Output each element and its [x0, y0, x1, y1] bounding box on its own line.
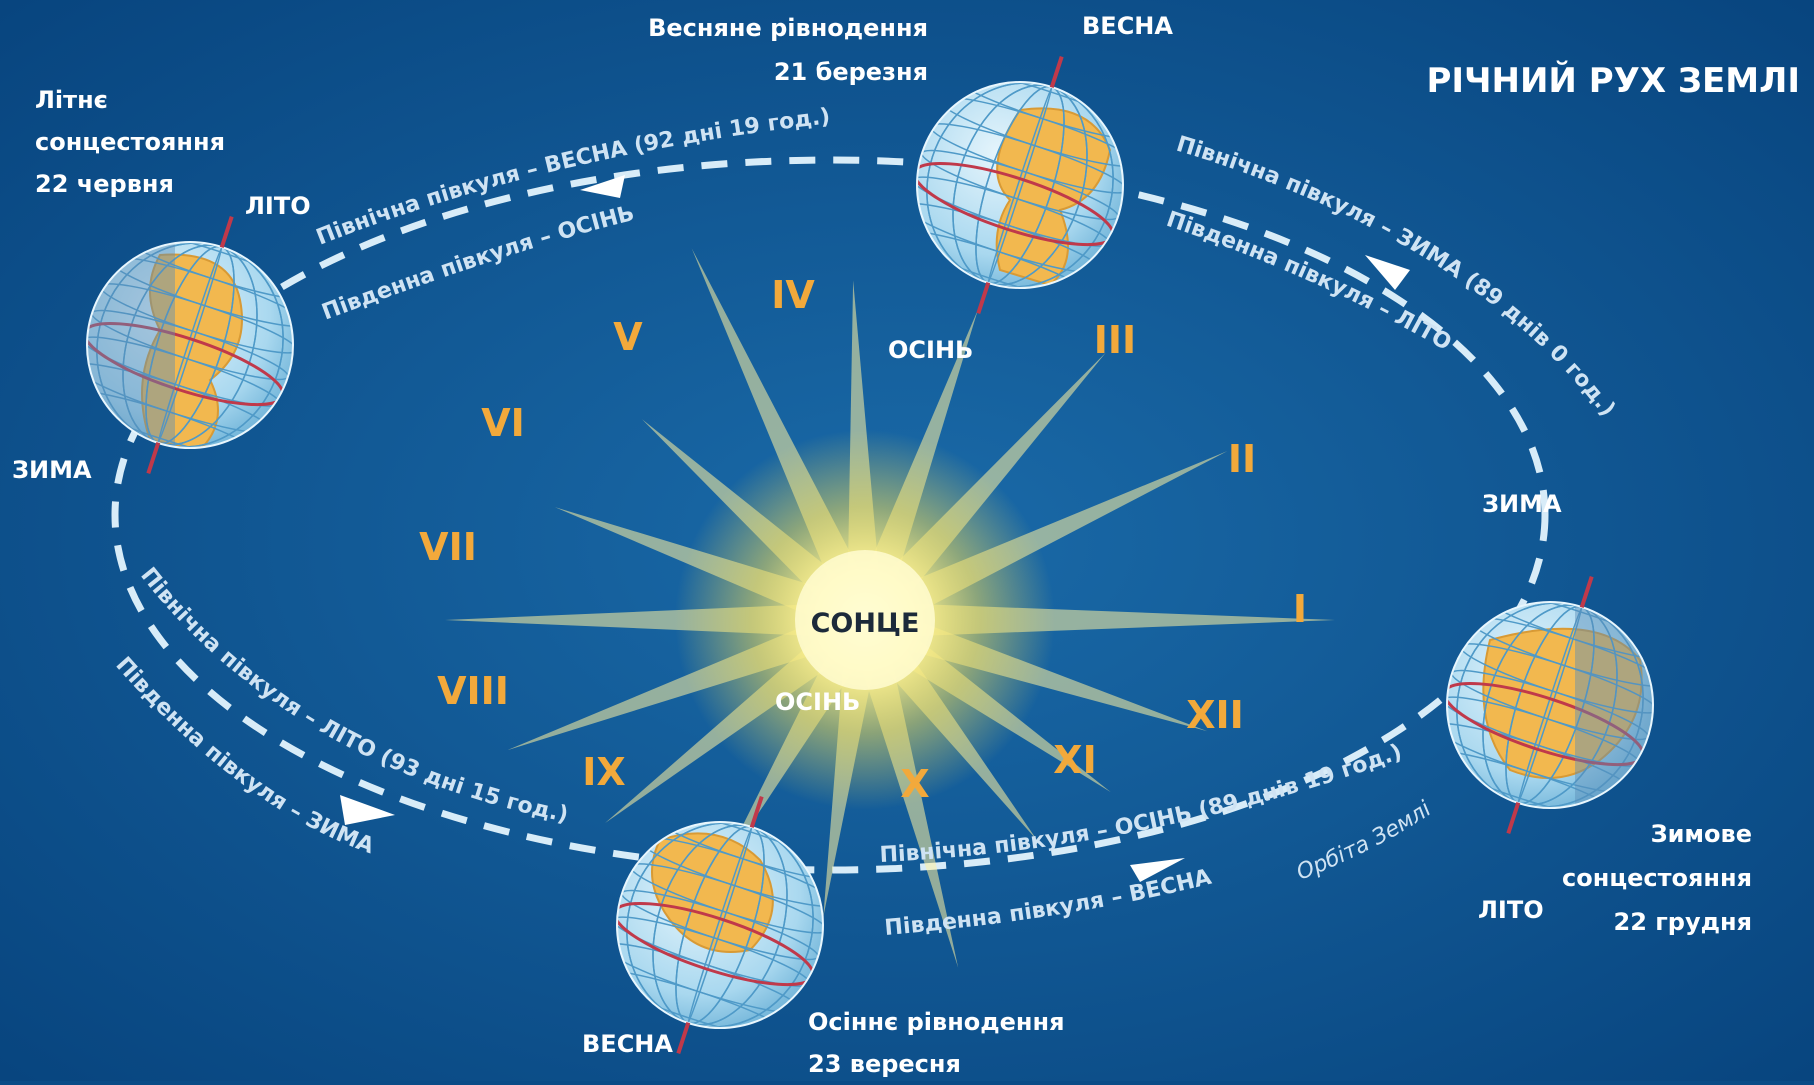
- axis-north: [219, 215, 234, 249]
- winter-caption-date: 22 грудня: [1614, 908, 1753, 936]
- globe-outline: [916, 81, 1124, 289]
- spring-caption-line1: Весняне рівнодення: [648, 14, 928, 42]
- month-label-8: VIII: [437, 669, 509, 713]
- winter-caption-line2: сонцестояння: [1562, 864, 1752, 892]
- summer-caption-date: 22 червня: [35, 170, 174, 198]
- month-label-7: VII: [419, 525, 477, 569]
- axis-south: [676, 1021, 691, 1055]
- axis-south: [976, 281, 991, 315]
- parallel-line: [87, 389, 263, 448]
- axis-north: [1049, 55, 1064, 89]
- summer-caption-line2: сонцестояння: [35, 128, 225, 156]
- winter-caption-line1: Зимове: [1651, 820, 1752, 848]
- spring-caption-date: 21 березня: [774, 58, 928, 86]
- orbit-arrow-right: [1365, 255, 1410, 290]
- month-label-10: X: [900, 762, 929, 806]
- parallel-line: [617, 969, 793, 1028]
- summer-bottom-season: ЗИМА: [12, 456, 92, 484]
- month-label-1: I: [1293, 587, 1307, 631]
- parallel-line: [1447, 749, 1623, 808]
- autumn-caption-date: 23 вересня: [808, 1050, 961, 1078]
- summer-top-season: ЛІТО: [245, 192, 311, 220]
- sun-core: [795, 550, 935, 690]
- spring-top-season: ВЕСНА: [1082, 12, 1173, 40]
- month-label-3: III: [1094, 318, 1136, 362]
- axis-north: [749, 795, 764, 829]
- globe-summer: [86, 215, 294, 475]
- month-label-2: II: [1228, 437, 1256, 481]
- page-title: РІЧНИЙ РУХ ЗЕМЛІ: [1426, 60, 1800, 101]
- orbit-arrow-bottom: [1130, 858, 1185, 882]
- axis-south: [146, 441, 161, 475]
- autumn-caption-line1: Осіннє рівнодення: [808, 1008, 1065, 1036]
- summer-caption-line1: Літнє: [35, 86, 108, 114]
- globe-outline: [1446, 601, 1654, 809]
- month-label-6: VI: [481, 401, 525, 445]
- spring-bottom-season: ОСІНЬ: [888, 336, 973, 364]
- orbit-arrow-top: [580, 175, 625, 198]
- globe-spring: [916, 55, 1124, 315]
- month-label-11: XI: [1053, 738, 1096, 782]
- orbit-arrow-left: [340, 795, 395, 825]
- globe-outline: [86, 241, 294, 449]
- continent-shape: [995, 107, 1112, 287]
- winter-bottom-season: ЛІТО: [1478, 896, 1544, 924]
- orbit-path: [111, 156, 1549, 874]
- globe-outline: [616, 821, 824, 1029]
- month-label-12: XII: [1186, 693, 1244, 737]
- winter-top-season: ЗИМА: [1482, 490, 1562, 518]
- globe-autumn: [616, 795, 824, 1055]
- axis-south: [1506, 801, 1521, 835]
- autumn-top-season: ОСІНЬ: [775, 688, 860, 716]
- month-label-9: IX: [582, 750, 625, 794]
- axis-north: [1579, 575, 1594, 609]
- autumn-bottom-season: ВЕСНА: [582, 1030, 673, 1058]
- month-label-4: IV: [771, 273, 815, 317]
- sun-label: СОНЦЕ: [811, 608, 920, 639]
- parallel-line: [917, 229, 1093, 288]
- month-label-5: V: [613, 315, 643, 359]
